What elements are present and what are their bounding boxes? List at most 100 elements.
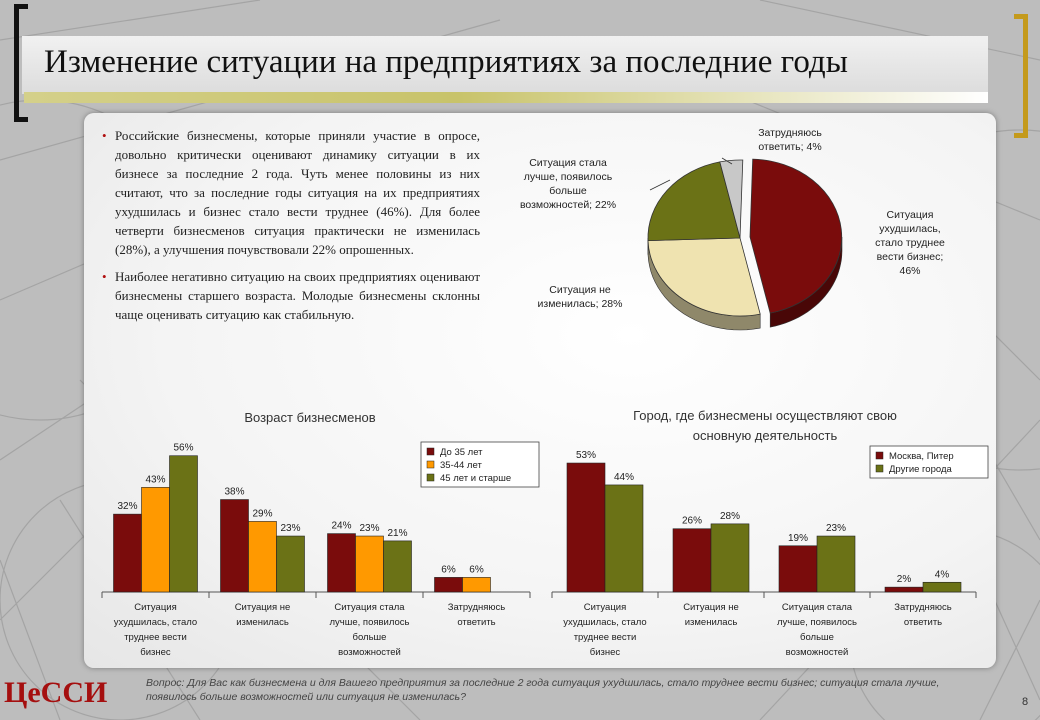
legend-swatch [426,447,435,456]
bar-value-label: 23% [359,523,379,534]
pie-slice [647,237,761,317]
bullet-dot-icon: • [102,269,107,284]
pie-label-line: лучше, появилось [524,171,613,183]
category-label: Ситуация стала лучше, появилось больше возм… [330,602,410,658]
pie-label-line: ухудшилась, [879,223,940,235]
bar-value-label: 38% [224,487,244,498]
pie-label: Затрудняюсь ответить; 4% [758,127,822,153]
title-band [22,36,988,94]
bullet-text: Наиболее негативно ситуацию на своих пре… [115,269,480,322]
category-label-line: бизнес [590,647,621,658]
bar-value-label: 2% [897,574,912,585]
bar-value-label: 19% [788,533,808,544]
bullet-dot-icon: • [102,128,107,143]
pie-label: Ситуация ухудшилась, стало труднее вести би… [875,209,945,277]
bar [884,586,924,593]
bar [672,528,712,593]
pie-label: Ситуация не изменилась; 28% [538,284,623,310]
pie-label-line: Ситуация [887,209,934,221]
legend-label: Другие города [889,464,952,475]
category-label-line: Ситуация [134,602,176,613]
bar [778,545,818,593]
bar [710,523,750,593]
category-label-line: ответить [904,617,942,628]
legend-label: До 35 лет [440,447,483,458]
right-bracket-decoration [1014,14,1028,138]
city-bar-chart: 53% 44% Ситуация ухудшилась, стало труднее в… [551,445,989,658]
bar [141,487,170,593]
category-label: Ситуация ухудшилась, стало труднее вести би… [114,602,197,658]
bar-value-label: 23% [280,523,300,534]
legend-label: Москва, Питер [889,451,954,462]
pie-leader-line [649,179,671,191]
pie-label: Ситуация стала лучше, появилось больше возм… [520,157,616,211]
bar [355,535,384,593]
bar [113,513,142,593]
bar-value-label: 29% [252,508,272,519]
survey-question-footnote: Вопрос: Для Вас как бизнесмена и для Ваш… [146,677,940,703]
pie-label-line: больше [549,185,587,197]
category-label-line: Ситуация не [235,602,291,613]
bar-value-label: 24% [331,521,351,532]
cessi-logo: ЦеССИ [4,676,108,709]
pie-label-line: ответить; 4% [758,141,821,153]
bar [327,533,356,593]
bar [383,540,412,593]
category-label-line: Ситуация стала [334,602,405,613]
bar [434,577,463,593]
slide-title: Изменение ситуации на предприятиях за по… [44,44,848,80]
legend-swatch [426,473,435,482]
category-label-line: возможностей [338,647,401,658]
category-label-line: возможностей [786,647,849,658]
category-label-line: Ситуация стала [782,602,853,613]
category-label-line: больше [800,632,834,643]
pie-slice [719,159,744,239]
category-label-line: больше [353,632,387,643]
category-label-line: бизнес [140,647,171,658]
bar-value-label: 32% [117,501,137,512]
category-label-line: Затрудняюсь [894,602,952,613]
category-label-line: ответить [457,617,495,628]
bar [276,535,305,593]
bullet-list: • Российские бизнесмены, которые приняли… [102,126,480,332]
category-label: Затрудняюсь ответить [894,602,952,628]
legend-swatch [875,451,884,460]
category-label-line: ухудшилась, стало [114,617,197,628]
category-label-line: ухудшилась, стало [563,617,646,628]
legend-swatch [426,460,435,469]
bar-value-label: 21% [387,528,407,539]
pie-leader-line [721,157,733,165]
left-bracket-decoration [14,4,28,122]
category-label-line: Затрудняюсь [448,602,506,613]
bar [816,535,856,593]
city-chart-title: Город, где бизнесмены осуществляют свою … [633,408,897,443]
bar [169,455,198,593]
pie-label-line: изменилась; 28% [538,298,623,310]
bar-value-label: 23% [826,523,846,534]
page-number: 8 [1022,696,1029,708]
bar [248,521,277,593]
legend-swatch [875,464,884,473]
pie-slice [647,161,741,242]
category-label-line: лучше, появилось [777,617,857,628]
pie-slice [749,158,843,314]
category-label-line: Ситуация не [683,602,739,613]
category-label: Ситуация не изменилась [683,602,739,628]
bar-value-label: 56% [173,443,193,454]
bar [566,462,606,593]
category-label-line: труднее вести [574,632,637,643]
category-label-line: труднее вести [124,632,187,643]
bar [922,581,962,593]
pie-label-line: стало труднее [875,237,945,249]
bullet-item: • Наиболее негативно ситуацию на своих п… [102,267,480,324]
legend-box [420,441,540,488]
bar-value-label: 4% [935,569,950,580]
bar-value-label: 28% [720,511,740,522]
pie-label-line: Затрудняюсь [758,127,822,139]
legend-label: 45 лет и старше [440,473,511,484]
bar [604,484,644,593]
category-label-line: лучше, появилось [330,617,410,628]
age-bar-chart: 32% 43% 56% Ситуация ухудшилась, стало трудне… [101,441,540,658]
pie-chart: Ситуация ухудшилась, стало труднее вести би… [520,127,945,331]
category-label: Ситуация ухудшилась, стало труднее вести би… [563,602,646,658]
